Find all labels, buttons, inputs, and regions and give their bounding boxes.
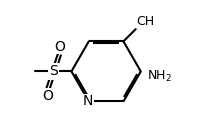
Text: NH$_2$: NH$_2$ <box>147 69 172 84</box>
Text: O: O <box>54 40 65 54</box>
Text: CH: CH <box>136 16 155 28</box>
Text: S: S <box>49 64 58 78</box>
Text: N: N <box>83 94 93 108</box>
Text: O: O <box>42 89 53 103</box>
